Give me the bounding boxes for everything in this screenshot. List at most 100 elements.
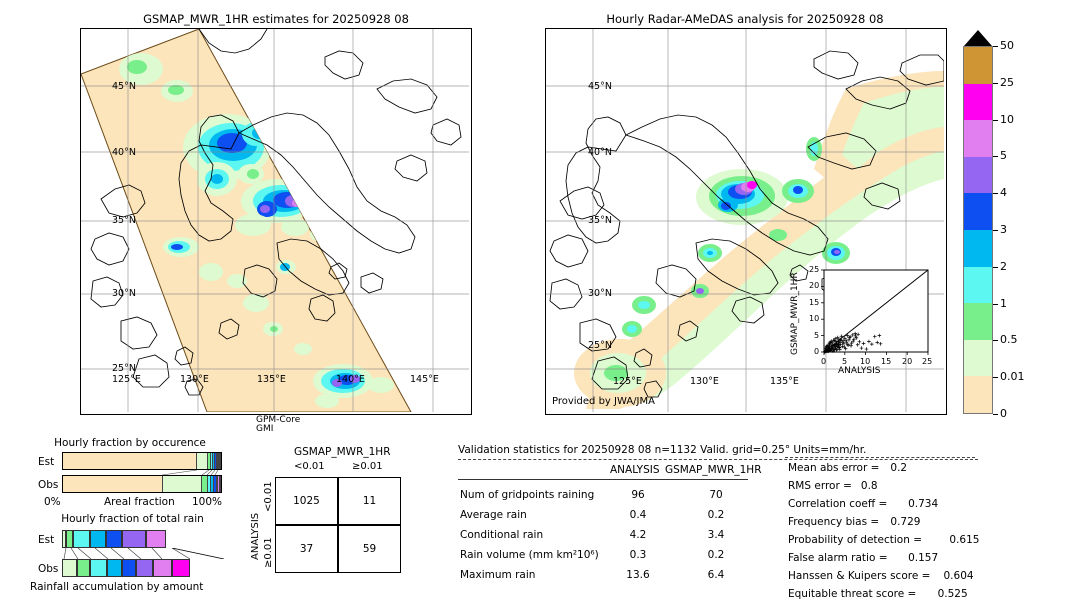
right-lat-label-45: 45°N <box>588 81 612 92</box>
scatter-point <box>836 337 840 341</box>
right-map[interactable] <box>545 28 947 415</box>
scatter-point <box>839 334 844 339</box>
colorbar-tick-label: 0.01 <box>1000 370 1025 384</box>
contingency-col-label-1: ≥0.01 <box>352 461 383 472</box>
scatter-ytick-10: 10 <box>809 314 820 323</box>
fraction-segment <box>196 453 209 469</box>
scatter-point <box>867 339 871 344</box>
metric-value: 0.525 <box>937 588 968 600</box>
scatter-point <box>849 341 854 345</box>
contingency-row-header: ANALYSIS <box>250 512 261 560</box>
validation-row-label: Rain volume (mm km²10⁶) <box>460 549 599 561</box>
occurrence-obs-bar[interactable] <box>62 475 222 493</box>
scatter-point <box>843 336 847 341</box>
scatter-point <box>833 344 838 349</box>
fraction-segment <box>211 476 215 492</box>
metric-label: Mean abs error = <box>788 462 880 474</box>
scatter-point <box>824 345 829 349</box>
scatter-xtick-25: 25 <box>922 357 933 366</box>
fraction-segment <box>146 530 167 548</box>
scatter-point <box>854 336 859 340</box>
fraction-segment <box>207 476 212 492</box>
totalrain-obs-bar[interactable] <box>62 559 222 577</box>
scatter-point <box>859 346 864 350</box>
validation-header: Validation statistics for 20250928 08 n=… <box>458 444 867 456</box>
validation-row-analysis: 96 <box>631 489 645 501</box>
colorbar-segment <box>964 156 992 194</box>
right-lat-label-30: 30°N <box>588 288 612 299</box>
right-lat-label-35: 35°N <box>588 215 612 226</box>
metric-value: 0.729 <box>890 516 921 528</box>
contingency-col-header: GSMAP_MWR_1HR <box>294 446 391 458</box>
validation-row-analysis: 0.4 <box>629 509 647 521</box>
metric-label: Probability of detection = <box>788 534 923 546</box>
colorbar-segment <box>964 230 992 267</box>
fraction-segment <box>219 453 221 469</box>
validation-row-gsmap: 3.4 <box>707 529 725 541</box>
right-provider-caption: Provided by JWA/JMA <box>552 396 655 407</box>
occurrence-est-bar[interactable] <box>62 452 222 470</box>
validation-row-gsmap: 6.4 <box>707 569 725 581</box>
scatter-point <box>853 334 858 338</box>
scatter-point <box>842 345 847 349</box>
scatter-point <box>844 340 849 344</box>
occurrence-connector-lines <box>161 470 219 475</box>
validation-row-label: Average rain <box>460 509 527 521</box>
fraction-segment <box>210 453 214 469</box>
scatter-point <box>853 331 857 336</box>
fraction-segment <box>172 559 190 577</box>
validation-row-analysis: 4.2 <box>629 529 647 541</box>
left-panel-title: GSMAP_MWR_1HR estimates for 20250928 08 <box>143 12 409 26</box>
right-map-canvas <box>546 29 944 412</box>
contingency-cell-0-1[interactable]: 11 <box>338 477 401 525</box>
fraction-segment <box>202 476 208 492</box>
fraction-segment <box>216 453 219 469</box>
fraction-segment <box>122 530 147 548</box>
colorbar-tick-label: 50 <box>1000 39 1014 52</box>
right-lon-label-130: 130°E <box>690 376 719 387</box>
metric-value: 0.615 <box>949 534 980 546</box>
colorbar-tick-line <box>993 377 998 379</box>
scatter-inset[interactable] <box>806 266 932 370</box>
scatter-point <box>837 340 842 345</box>
occurrence-chart-title: Hourly fraction by occurence <box>54 437 206 449</box>
colorbar[interactable] <box>963 30 993 415</box>
validation-divider-2 <box>458 479 748 480</box>
left-lon-label-130: 130°E <box>180 374 209 385</box>
scatter-point <box>830 345 834 350</box>
fraction-segment <box>214 453 217 469</box>
fraction-segment <box>220 476 221 492</box>
totalrain-est-bar[interactable] <box>62 530 222 548</box>
scatter-xtick-20: 20 <box>902 357 913 366</box>
scatter-point <box>857 340 862 344</box>
contingency-cell-0-0[interactable]: 1025 <box>275 477 338 525</box>
scatter-point <box>849 343 853 348</box>
scatter-xlabel: ANALYSIS <box>838 366 881 376</box>
colorbar-segment <box>964 193 992 230</box>
left-map[interactable] <box>80 28 472 415</box>
fraction-segment <box>136 559 154 577</box>
metric-label: Hanssen & Kuipers score = <box>788 570 931 582</box>
fraction-segment <box>218 453 220 469</box>
scatter-canvas <box>821 269 929 355</box>
metric-label: Frequency bias = <box>788 516 880 528</box>
colorbar-segment <box>964 83 992 121</box>
scatter-point <box>850 333 855 337</box>
metric-value: 0.604 <box>943 570 974 582</box>
fraction-segment <box>63 476 163 492</box>
left-map-canvas <box>81 29 469 412</box>
scatter-point <box>827 341 832 345</box>
metric-label: False alarm ratio = <box>788 552 888 564</box>
scatter-point <box>827 348 831 352</box>
contingency-row-label-1: ≥0.01 <box>263 537 274 568</box>
contingency-cell-1-1[interactable]: 59 <box>338 525 401 573</box>
fraction-segment <box>213 453 215 469</box>
fraction-segment <box>216 476 219 492</box>
fraction-segment <box>63 453 197 469</box>
fraction-segment <box>208 453 211 469</box>
contingency-cell-1-0[interactable]: 37 <box>275 525 338 573</box>
right-panel-title: Hourly Radar-AMeDAS analysis for 2025092… <box>606 12 884 26</box>
scatter-ylabel: GSMAP_MWR_1HR <box>790 272 800 355</box>
scatter-point <box>848 335 853 339</box>
validation-row-label: Num of gridpoints raining <box>460 489 595 501</box>
